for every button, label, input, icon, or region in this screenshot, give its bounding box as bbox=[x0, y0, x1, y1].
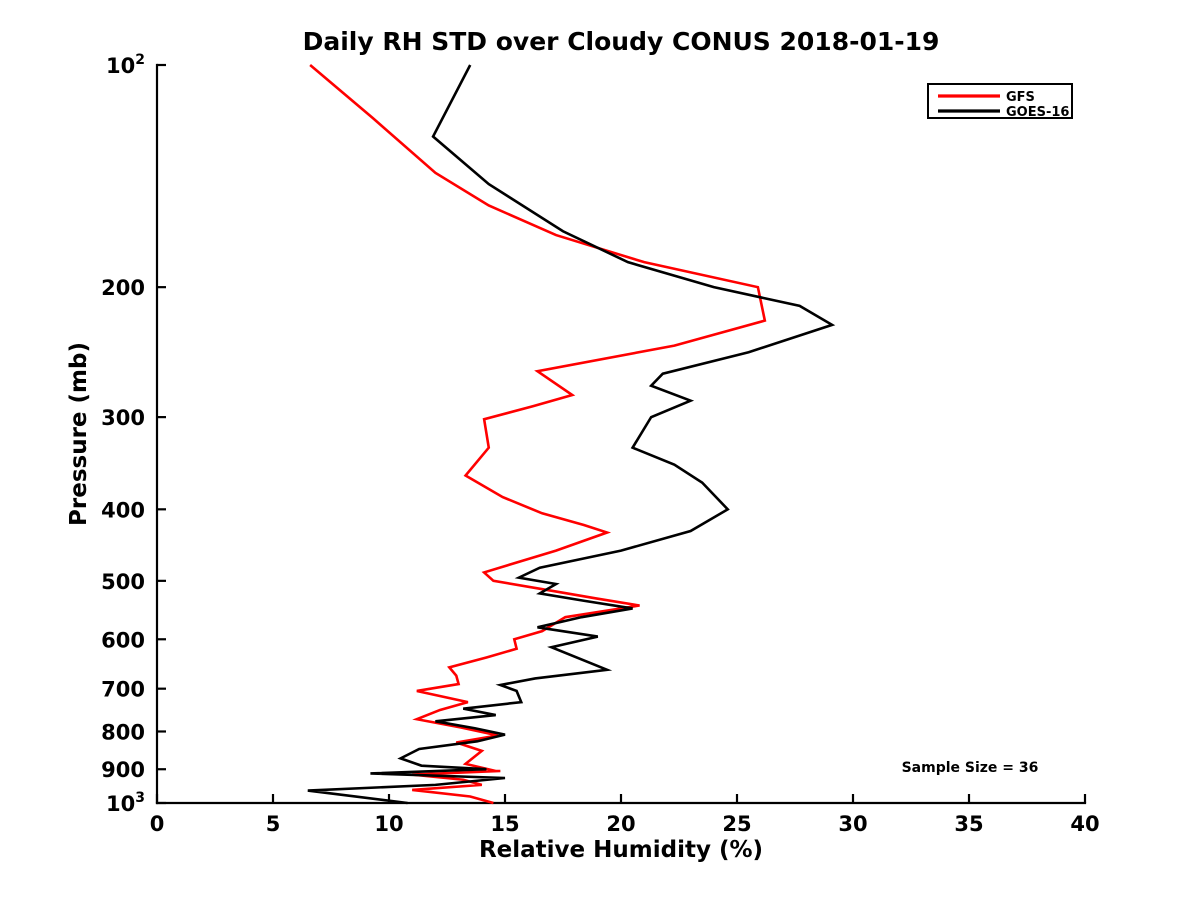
y-tick-label: 400 bbox=[101, 498, 145, 522]
x-tick-label: 5 bbox=[266, 812, 281, 836]
x-tick-label: 30 bbox=[838, 812, 867, 836]
x-tick-label: 10 bbox=[374, 812, 403, 836]
series-line-goes-16 bbox=[307, 64, 836, 805]
y-axis-ticks: 102 200 300 400 500 600 700 800 900 103 bbox=[101, 52, 166, 816]
y-tick-label: 103 bbox=[106, 790, 145, 816]
y-tick-label: 600 bbox=[101, 628, 145, 652]
legend-label-goes-16: GOES-16 bbox=[1006, 105, 1069, 120]
y-tick-label: 700 bbox=[101, 678, 145, 702]
legend-label-gfs: GFS bbox=[1006, 90, 1035, 105]
y-tick-label: 300 bbox=[101, 406, 145, 430]
y-tick-label: 900 bbox=[101, 758, 145, 782]
x-tick-label: 20 bbox=[606, 812, 635, 836]
x-tick-label: 0 bbox=[150, 812, 165, 836]
y-tick-label: 800 bbox=[101, 720, 145, 744]
sample-size-annotation: Sample Size = 36 bbox=[902, 760, 1039, 776]
x-axis-ticks: 0 5 10 15 20 25 30 35 40 bbox=[150, 794, 1100, 836]
series-line-gfs bbox=[309, 64, 767, 805]
data-series-group bbox=[307, 64, 836, 805]
x-tick-label: 35 bbox=[954, 812, 983, 836]
x-tick-label: 15 bbox=[490, 812, 519, 836]
x-axis-title: Relative Humidity (%) bbox=[479, 837, 763, 863]
x-tick-label: 25 bbox=[722, 812, 751, 836]
x-tick-label: 40 bbox=[1070, 812, 1099, 836]
y-axis-title: Pressure (mb) bbox=[66, 342, 92, 526]
y-tick-label: 102 bbox=[106, 52, 145, 78]
axes-frame bbox=[155, 63, 1087, 805]
y-tick-label: 500 bbox=[101, 570, 145, 594]
chart-title: Daily RH STD over Cloudy CONUS 2018-01-1… bbox=[303, 27, 940, 56]
y-tick-label: 200 bbox=[101, 276, 145, 300]
